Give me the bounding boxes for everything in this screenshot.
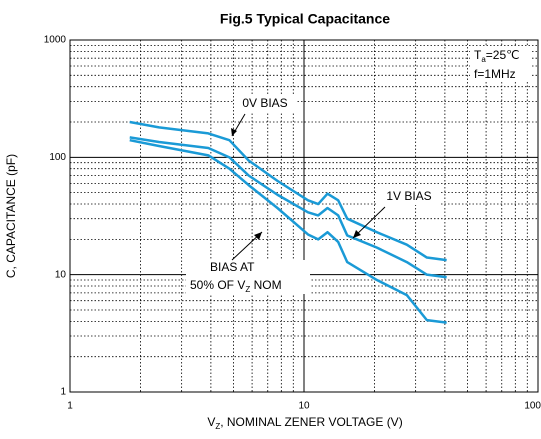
- annotation: 50% OF VZ NOM: [190, 278, 282, 294]
- x-tick-label: 10: [298, 401, 310, 412]
- line-series: [129, 120, 447, 262]
- y-axis-label: C, CAPACITANCE (pF): [4, 154, 18, 278]
- plot-frame: [69, 39, 539, 393]
- x-axis-label: VZ, NOMINAL ZENER VOLTAGE (V): [207, 415, 402, 431]
- y-tick-label: 10: [55, 269, 67, 280]
- label-bg: [186, 260, 310, 294]
- y-tick-label: 100: [49, 152, 66, 163]
- lines: [129, 120, 447, 324]
- label-bg: [378, 189, 440, 205]
- x-tick-label: 100: [524, 401, 541, 412]
- x-tick-label: 1: [67, 401, 73, 412]
- chart-title: Fig.5 Typical Capacitance: [220, 11, 390, 27]
- grid: [69, 39, 539, 393]
- annotation: Ta=25℃: [474, 48, 520, 64]
- y-tick-label: 1000: [44, 35, 67, 46]
- annotation: f=1MHz: [474, 67, 516, 81]
- annotation: BIAS AT: [210, 260, 255, 274]
- arrowhead: [254, 232, 262, 240]
- annotation: 1V BIAS: [386, 189, 431, 203]
- line-series: [129, 138, 447, 324]
- label-bg: [234, 96, 296, 112]
- label-bg: [470, 46, 530, 82]
- y-tick-label: 1: [60, 387, 66, 398]
- arrowhead: [231, 128, 237, 136]
- arrowhead: [353, 230, 361, 238]
- line-series: [129, 136, 447, 279]
- annotation: 0V BIAS: [242, 96, 287, 110]
